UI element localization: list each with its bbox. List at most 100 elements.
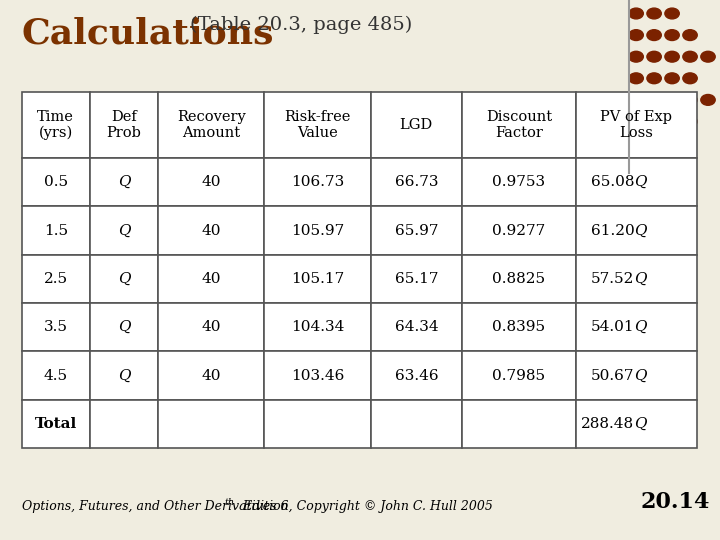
Text: 65.97: 65.97 (395, 224, 438, 238)
Circle shape (647, 138, 661, 148)
Bar (264, 352, 371, 400)
Text: 0.5: 0.5 (44, 175, 68, 189)
Text: 40: 40 (202, 369, 221, 383)
Bar (158, 158, 264, 206)
Bar (462, 255, 576, 303)
Text: 1.5: 1.5 (44, 224, 68, 238)
Text: Q: Q (118, 272, 130, 286)
Bar (22, 400, 90, 448)
Text: Q: Q (634, 320, 647, 334)
Bar (371, 92, 462, 158)
Bar (22, 92, 90, 158)
Bar (22, 206, 90, 255)
Bar (462, 400, 576, 448)
Text: 105.97: 105.97 (291, 224, 344, 238)
Circle shape (701, 51, 715, 62)
Circle shape (629, 30, 643, 40)
Text: th: th (224, 497, 235, 507)
Text: Total: Total (35, 417, 77, 431)
Circle shape (647, 51, 661, 62)
Bar (371, 352, 462, 400)
Circle shape (665, 94, 679, 105)
Text: 288.48: 288.48 (581, 417, 634, 431)
Bar (576, 303, 697, 352)
Text: Q: Q (634, 175, 647, 189)
Bar (90, 255, 158, 303)
Text: 103.46: 103.46 (291, 369, 344, 383)
Text: 0.8395: 0.8395 (492, 320, 545, 334)
Bar (158, 92, 264, 158)
Text: Q: Q (118, 224, 130, 238)
Text: Time
(yrs): Time (yrs) (37, 110, 74, 140)
Text: Options, Futures, and Other Derivatives 6: Options, Futures, and Other Derivatives … (22, 500, 288, 513)
Circle shape (683, 51, 697, 62)
Bar (264, 400, 371, 448)
Circle shape (683, 73, 697, 84)
Bar (158, 400, 264, 448)
Text: 0.9277: 0.9277 (492, 224, 546, 238)
Text: 50.67: 50.67 (591, 369, 634, 383)
Bar (462, 92, 576, 158)
Text: Q: Q (118, 320, 130, 334)
Text: 65.08: 65.08 (591, 175, 634, 189)
Bar (576, 352, 697, 400)
Text: Edition, Copyright © John C. Hull 2005: Edition, Copyright © John C. Hull 2005 (238, 500, 492, 513)
Circle shape (665, 8, 679, 19)
Circle shape (665, 73, 679, 84)
Bar (576, 92, 697, 158)
Circle shape (647, 94, 661, 105)
Text: 64.34: 64.34 (395, 320, 438, 334)
Text: 65.17: 65.17 (395, 272, 438, 286)
Text: 61.20: 61.20 (590, 224, 634, 238)
Bar (462, 206, 576, 255)
Text: 3.5: 3.5 (44, 320, 68, 334)
Text: 4.5: 4.5 (44, 369, 68, 383)
Text: Risk-free
Value: Risk-free Value (284, 110, 351, 140)
Bar (264, 255, 371, 303)
Bar (371, 158, 462, 206)
Circle shape (629, 51, 643, 62)
Text: 104.34: 104.34 (291, 320, 344, 334)
Bar (264, 303, 371, 352)
Bar (371, 206, 462, 255)
Circle shape (647, 30, 661, 40)
Circle shape (665, 30, 679, 40)
Text: 40: 40 (202, 320, 221, 334)
Text: Recovery
Amount: Recovery Amount (177, 110, 246, 140)
Circle shape (683, 30, 697, 40)
Text: 40: 40 (202, 175, 221, 189)
Text: LGD: LGD (400, 118, 433, 132)
Circle shape (647, 8, 661, 19)
Circle shape (629, 73, 643, 84)
Bar (371, 400, 462, 448)
Bar (158, 303, 264, 352)
Bar (22, 158, 90, 206)
Bar (576, 255, 697, 303)
Circle shape (683, 94, 697, 105)
Bar (264, 158, 371, 206)
Text: 66.73: 66.73 (395, 175, 438, 189)
Text: 54.01: 54.01 (590, 320, 634, 334)
Circle shape (629, 159, 643, 170)
Text: Discount
Factor: Discount Factor (486, 110, 552, 140)
Bar (158, 206, 264, 255)
Bar (462, 303, 576, 352)
Bar (371, 303, 462, 352)
Text: Def
Prob: Def Prob (107, 110, 142, 140)
Bar (462, 158, 576, 206)
Bar (90, 158, 158, 206)
Text: 57.52: 57.52 (591, 272, 634, 286)
Circle shape (629, 94, 643, 105)
Bar (90, 400, 158, 448)
Text: 40: 40 (202, 224, 221, 238)
Text: 106.73: 106.73 (291, 175, 344, 189)
Bar (264, 92, 371, 158)
Circle shape (647, 73, 661, 84)
Bar (22, 255, 90, 303)
Bar (90, 92, 158, 158)
Circle shape (647, 159, 661, 170)
Text: 0.9753: 0.9753 (492, 175, 545, 189)
Bar (462, 352, 576, 400)
Text: 63.46: 63.46 (395, 369, 438, 383)
Circle shape (629, 138, 643, 148)
